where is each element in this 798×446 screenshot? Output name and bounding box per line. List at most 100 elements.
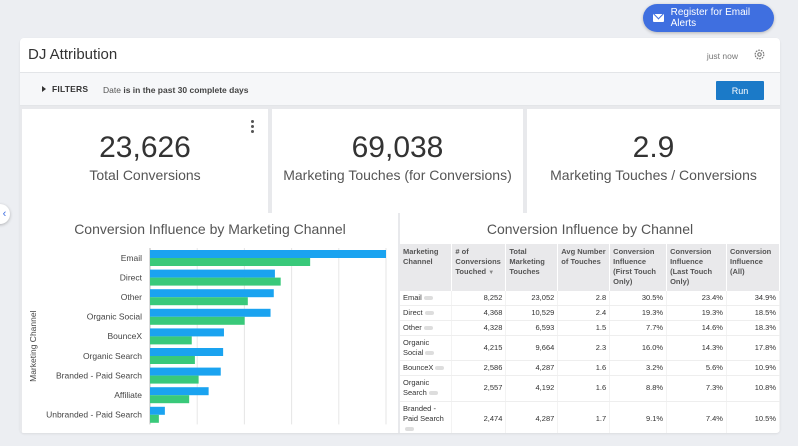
bar-series-1[interactable] [150,316,245,325]
table-cell: 1.7 [557,401,611,433]
table-cell: 9,664 [505,335,559,362]
category-tick-label: Email [121,253,142,263]
channel-cell: Branded - Paid Search [400,401,453,433]
col-header-avg-touches[interactable]: Avg Number of Touches [557,244,611,291]
table-cell: 14.3% [666,335,727,362]
register-email-alerts-button[interactable]: Register for Email Alerts [643,4,774,32]
table-cell: 18.3% [726,320,780,336]
kpi-label: Marketing Touches (for Conversions) [283,167,512,183]
bar-series-0[interactable] [150,387,209,396]
col-header-first-touch[interactable]: Conversion Influence (First Touch Only) [609,244,668,291]
col-header-last-touch[interactable]: Conversion Influence (Last Touch Only) [666,244,727,291]
category-tick-label: Unbranded - Paid Search [46,410,142,420]
table-cell: 9.1% [609,401,668,433]
table-row: Email 8,252 23,052 2.8 30.5% 23.4% 34.9% [400,290,780,306]
col-header-influence-all[interactable]: Conversion Influence (All) [726,244,780,291]
more-options-icon[interactable] [423,325,433,330]
channel-name: Branded - Paid Search [403,403,444,423]
table-cell: 8.8% [609,375,668,402]
bar-series-0[interactable] [150,308,271,317]
channel-name: Organic Social [403,337,430,357]
more-options-icon[interactable] [405,426,414,431]
tile-menu-icon[interactable] [251,120,254,135]
bar-series-0[interactable] [150,367,221,376]
bar-series-1[interactable] [150,356,195,364]
channel-name: BounceX [403,363,434,373]
table-cell: 6,593 [505,320,559,336]
bar-series-1[interactable] [150,395,190,404]
kpi-value: 23,626 [99,131,191,164]
table-cell: 2.3 [557,335,611,362]
bar-series-0[interactable] [150,289,274,298]
category-tick-label: Branded - Paid Search [56,370,142,380]
channel-name: Other [403,322,422,332]
date-filter-condition: is in the past 30 complete days [123,85,249,95]
table-cell: 10.5% [726,401,780,433]
gear-icon[interactable] [753,48,766,61]
table-cell: 10.8% [726,375,780,402]
date-filter-summary: Date is in the past 30 complete days [103,85,249,95]
channel-cell: Email [400,290,453,306]
caret-right-icon [42,86,46,92]
table-cell: 4,287 [505,360,559,377]
bar-series-1[interactable] [150,258,311,266]
table-row: Branded - Paid Search 2,474 4,287 1.7 9.1% 7.… [400,401,780,433]
table-cell: 17.8% [726,335,780,362]
channel-name: Email [403,292,422,302]
bar-chart: Email Direct Other Organic Social BounceX Org… [28,248,387,425]
bar-series-0[interactable] [150,348,224,356]
table-cell: 14.6% [666,320,727,336]
run-button[interactable]: Run [716,81,764,100]
kpi-label: Marketing Touches / Conversions [550,167,757,183]
mail-icon [653,14,664,22]
channel-cell: Organic Search [400,375,453,402]
bar-series-1[interactable] [150,375,199,384]
table-cell: 7.7% [609,320,668,336]
kpi-tile-total-conversions: 23,626 Total Conversions [22,109,268,213]
filters-label: FILTERS [52,84,89,94]
table-cell: 8,252 [451,290,507,306]
category-tick-label: BounceX [108,331,143,341]
bar-series-0[interactable] [150,406,165,415]
bar-series-0[interactable] [150,269,275,278]
table-row: Organic Social 4,215 9,664 2.3 16.0% 14.3% 17.… [400,335,780,362]
bar-series-1[interactable] [150,297,248,306]
dashboard-card: DJ Attribution just now FILTERS Date is … [20,38,780,433]
table-cell: 10.9% [726,360,780,377]
chart-tile: Conversion Influence by Marketing Channe… [22,213,398,433]
bar-series-1[interactable] [150,336,192,345]
table-cell: 1.5 [557,320,611,336]
table-cell: 2.8 [557,290,611,306]
table-cell: 1.6 [557,360,611,377]
more-options-icon[interactable] [435,366,445,371]
bar-series-1[interactable] [150,277,281,286]
table-cell: 4,192 [505,375,559,402]
bar-series-1[interactable] [150,414,159,423]
col-header-channel[interactable]: Marketing Channel [400,244,453,291]
more-options-icon[interactable] [428,391,438,396]
last-updated-text: just now [706,51,738,61]
table-cell: 4,368 [451,305,507,321]
table-row: Direct 4,368 10,529 2.4 19.3% 19.3% 18.5% [400,305,780,321]
bar-series-0[interactable] [150,250,386,258]
table-cell: 7.4% [666,401,727,433]
table-cell: 2.4 [557,305,611,321]
table-cell: 2,557 [451,375,507,402]
filters-toggle[interactable]: FILTERS [42,84,88,94]
table-header-row: Marketing Channel # of Conversions Touch… [400,244,780,291]
more-options-icon[interactable] [425,351,435,356]
more-options-icon[interactable] [423,295,433,300]
category-tick-label: Affiliate [114,390,142,400]
category-tick-label: Organic Search [83,351,142,361]
more-options-icon[interactable] [424,310,434,315]
table-cell: 18.5% [726,305,780,321]
kpi-value: 69,038 [351,131,444,164]
bar-series-0[interactable] [150,328,224,337]
category-tick-label: Organic Social [87,312,142,322]
kpi-tile-touches-per-conversion: 2.9 Marketing Touches / Conversions [527,109,780,213]
table-row: Other 4,328 6,593 1.5 7.7% 14.6% 18.3% [400,320,780,336]
col-header-conversions-touched[interactable]: # of Conversions Touched ▼ [451,244,507,291]
col-header-total-touches[interactable]: Total Marketing Touches [505,244,559,291]
collapse-sidebar-handle[interactable]: ‹ [0,204,10,224]
category-tick-label: Other [121,292,142,302]
